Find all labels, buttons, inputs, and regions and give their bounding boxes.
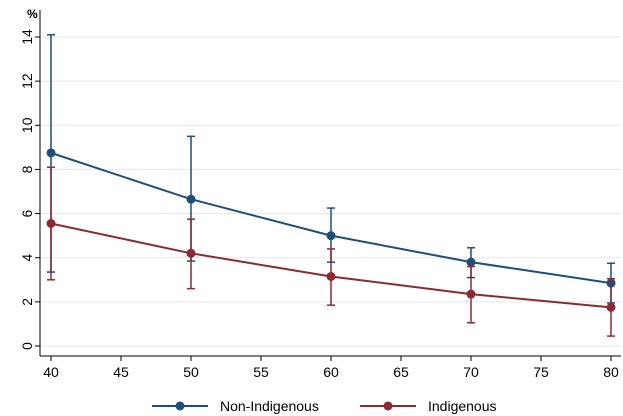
- x-tick-label: 50: [183, 364, 199, 380]
- x-tick-label: 65: [393, 364, 409, 380]
- y-tick-label: 6: [19, 209, 35, 217]
- x-tick-label: 40: [43, 364, 59, 380]
- y-tick-label: 14: [19, 29, 35, 45]
- x-tick-label: 55: [253, 364, 269, 380]
- legend-swatch-marker: [383, 401, 393, 411]
- y-axis-unit-label: %: [27, 7, 38, 21]
- x-tick-label: 80: [603, 364, 619, 380]
- y-tick-label: 12: [19, 73, 35, 89]
- plot-series: [46, 34, 616, 337]
- axes: 0 2 4 6 8 10 12 14 40 45 50 55 60 65 70 75 80: [19, 10, 621, 380]
- data-point: [466, 257, 476, 267]
- legend-label: Indigenous: [428, 398, 497, 414]
- data-point: [326, 271, 336, 281]
- y-tick-label: 10: [19, 117, 35, 133]
- data-point: [466, 289, 476, 299]
- y-tick-label: 0: [19, 342, 35, 350]
- data-point: [46, 148, 56, 158]
- series-indigenous: [46, 166, 616, 337]
- data-point: [326, 231, 336, 241]
- x-tick-label: 75: [533, 364, 549, 380]
- y-tick-label: 8: [19, 165, 35, 173]
- data-point: [606, 302, 616, 312]
- data-point: [186, 194, 196, 204]
- y-tick-label: 2: [19, 298, 35, 306]
- data-point: [46, 219, 56, 229]
- data-point: [186, 248, 196, 258]
- x-tick-label: 45: [113, 364, 129, 380]
- legend-label: Non-Indigenous: [220, 398, 319, 414]
- x-tick-label: 70: [463, 364, 479, 380]
- legend: Non-Indigenous Indigenous: [152, 398, 497, 414]
- legend-swatch-marker: [175, 401, 185, 411]
- y-tick-label: 4: [19, 254, 35, 262]
- x-tick-label: 60: [323, 364, 339, 380]
